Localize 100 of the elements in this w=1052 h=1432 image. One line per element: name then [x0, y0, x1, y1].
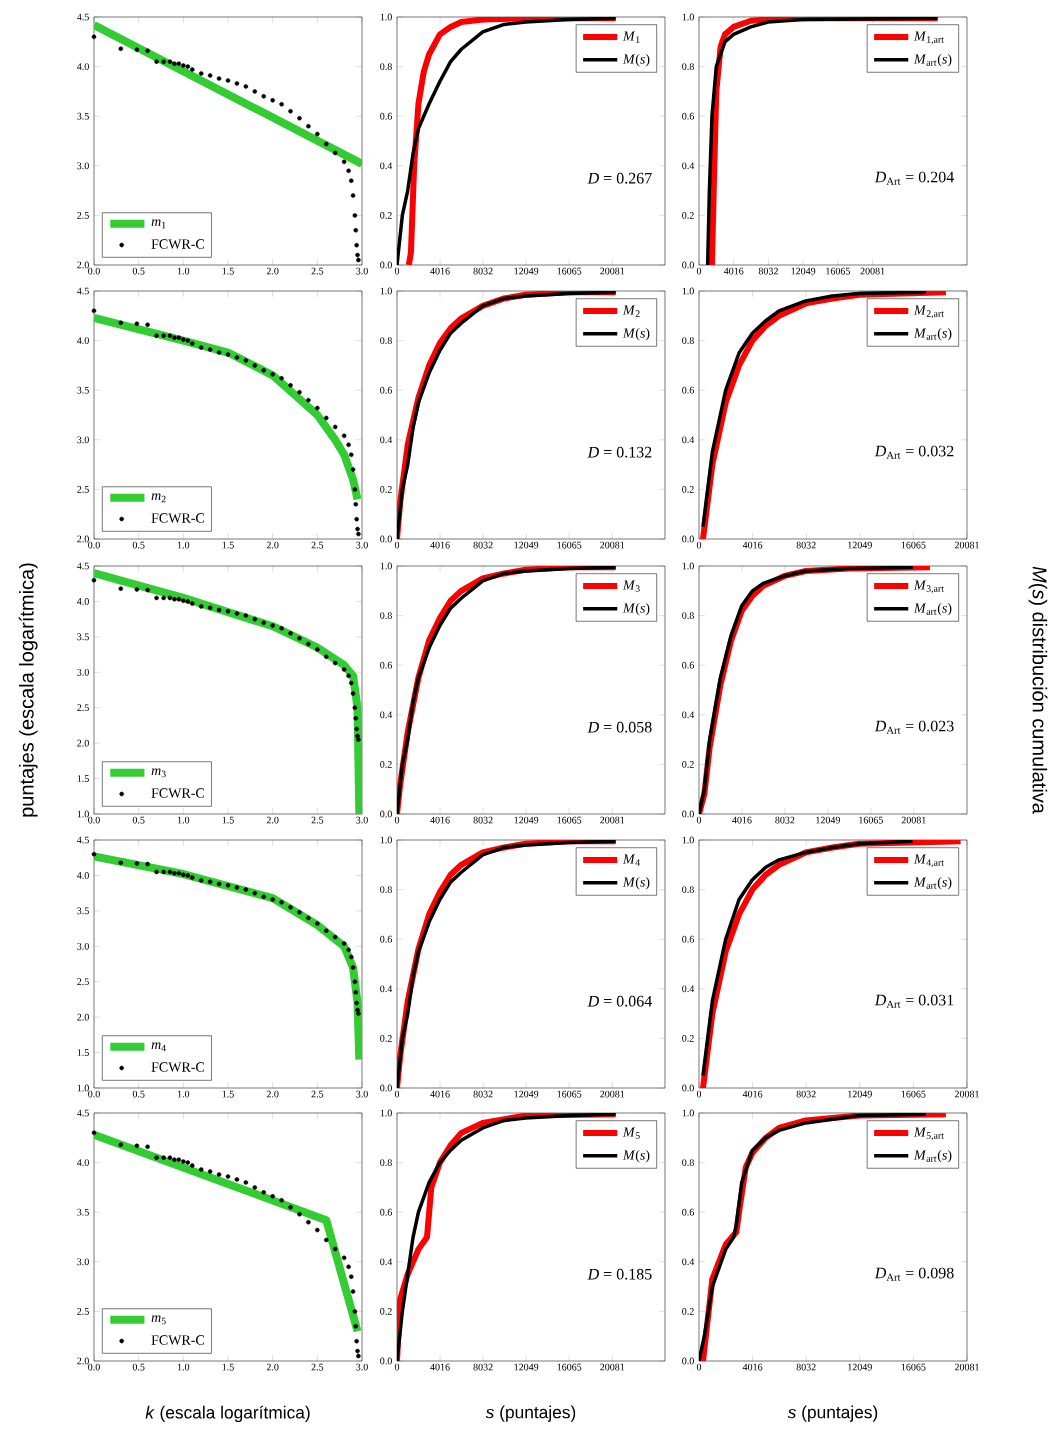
- x-tick-label: 2.5: [311, 267, 324, 275]
- y-tick-label: 2.5: [77, 704, 89, 712]
- legend-label: M$_{art}$(s): [913, 53, 952, 67]
- point: [134, 1143, 140, 1149]
- point: [134, 587, 140, 592]
- x-tick-label: 0.0: [88, 541, 100, 549]
- y-tick-label: 4.0: [77, 63, 89, 71]
- point: [225, 1174, 231, 1179]
- point: [324, 654, 329, 659]
- x-tick-label: 0.5: [132, 1090, 145, 1098]
- point: [176, 871, 182, 876]
- x-tick-label: 12049: [514, 267, 539, 275]
- y-tick-label: 0.0: [380, 810, 392, 818]
- point: [181, 872, 186, 877]
- point: [185, 599, 191, 604]
- point: [353, 502, 359, 507]
- point: [354, 1000, 359, 1006]
- y-tick-label: 0.6: [682, 935, 695, 943]
- point: [332, 660, 338, 666]
- y-tick-label: 2.5: [77, 978, 89, 986]
- y-tick-label: 0.4: [682, 436, 695, 444]
- x-tick-label: 4016: [742, 541, 763, 549]
- point: [118, 860, 124, 865]
- x-tick-label: 0.5: [132, 1363, 145, 1371]
- x-tick-label: 8032: [796, 1363, 816, 1371]
- point: [134, 47, 140, 53]
- y-tick-label: 3.5: [77, 112, 89, 120]
- legend-label: M$_{4,art}$: [913, 854, 944, 868]
- point: [243, 358, 249, 363]
- y-tick-label: 0.4: [380, 711, 393, 719]
- point: [355, 1007, 360, 1013]
- y-tick-label: 4.0: [77, 598, 89, 605]
- legend-label: M(s): [622, 327, 650, 341]
- point: [161, 595, 167, 601]
- point: [234, 355, 240, 360]
- point: [354, 1338, 359, 1344]
- x-tick-label: 0.0: [88, 1363, 100, 1371]
- point: [154, 333, 159, 338]
- x-tick-label: 0: [394, 267, 400, 275]
- x-tick-label: 16065: [826, 267, 851, 275]
- point: [332, 424, 338, 430]
- point: [167, 1155, 173, 1160]
- y-tick-label: 1.0: [380, 1109, 392, 1117]
- x-tick-label: 4016: [742, 1363, 763, 1371]
- y-tick-label: 0.8: [682, 612, 694, 620]
- point: [270, 98, 275, 103]
- point: [288, 1204, 293, 1210]
- point: [234, 611, 240, 616]
- point: [306, 397, 311, 403]
- point: [341, 1255, 347, 1261]
- point: [198, 71, 204, 76]
- point: [216, 881, 222, 887]
- point: [306, 641, 311, 647]
- point: [243, 1180, 249, 1185]
- y-tick-label: 0.2: [380, 1035, 392, 1042]
- point: [154, 595, 159, 601]
- x-tick-label: 20081: [600, 1090, 625, 1098]
- x-tick-label: 20081: [600, 541, 625, 549]
- x-tick-label: 12049: [816, 816, 841, 824]
- y-tick-label: 0.2: [380, 212, 392, 219]
- point: [145, 1144, 150, 1150]
- y-tick-label: 0.6: [380, 661, 393, 669]
- x-tick-label: 20081: [600, 1363, 625, 1371]
- legend-label: M$_{art}$(s): [913, 327, 952, 341]
- point: [341, 433, 347, 439]
- y-tick-label: 0.0: [682, 1357, 694, 1365]
- point: [172, 1157, 177, 1162]
- y-tick-label: 3.5: [77, 1208, 89, 1216]
- y-tick-label: 0.6: [380, 935, 393, 943]
- y-tick-label: 0.2: [682, 1308, 694, 1315]
- x-tick-label: 2.5: [311, 816, 324, 824]
- x-tick-label: 16065: [901, 1363, 926, 1371]
- point: [252, 363, 258, 368]
- point: [354, 516, 359, 522]
- point: [252, 1185, 258, 1190]
- point: [167, 869, 173, 875]
- x-tick-label: 1.0: [178, 1090, 190, 1098]
- x-tick-label: 8032: [473, 1090, 493, 1098]
- legend-label: M$_{3}$: [622, 580, 640, 592]
- y-tick-label: 1.0: [380, 836, 392, 844]
- x-tick-label: 4016: [430, 267, 450, 275]
- point: [134, 861, 140, 866]
- y-tick-label: 0.0: [380, 261, 392, 269]
- annotation: D = 0.058: [587, 721, 652, 733]
- x-tick-label: 1.5: [222, 1090, 234, 1098]
- point: [356, 737, 361, 742]
- y-tick-label: 3.5: [77, 907, 89, 915]
- legend-label: M$_{5}$: [622, 1127, 640, 1139]
- point: [270, 372, 275, 377]
- point: [349, 1274, 354, 1279]
- point: [216, 350, 222, 355]
- y-tick-label: 0.0: [682, 535, 694, 543]
- x-tick-label: 16065: [901, 541, 926, 549]
- point: [181, 1159, 186, 1164]
- point: [349, 452, 354, 457]
- x-tick-label: 4016: [430, 816, 450, 824]
- x-tick-label: 1.5: [222, 541, 234, 549]
- point: [288, 905, 293, 910]
- point: [324, 141, 329, 147]
- y-tick-label: 0.2: [682, 761, 694, 768]
